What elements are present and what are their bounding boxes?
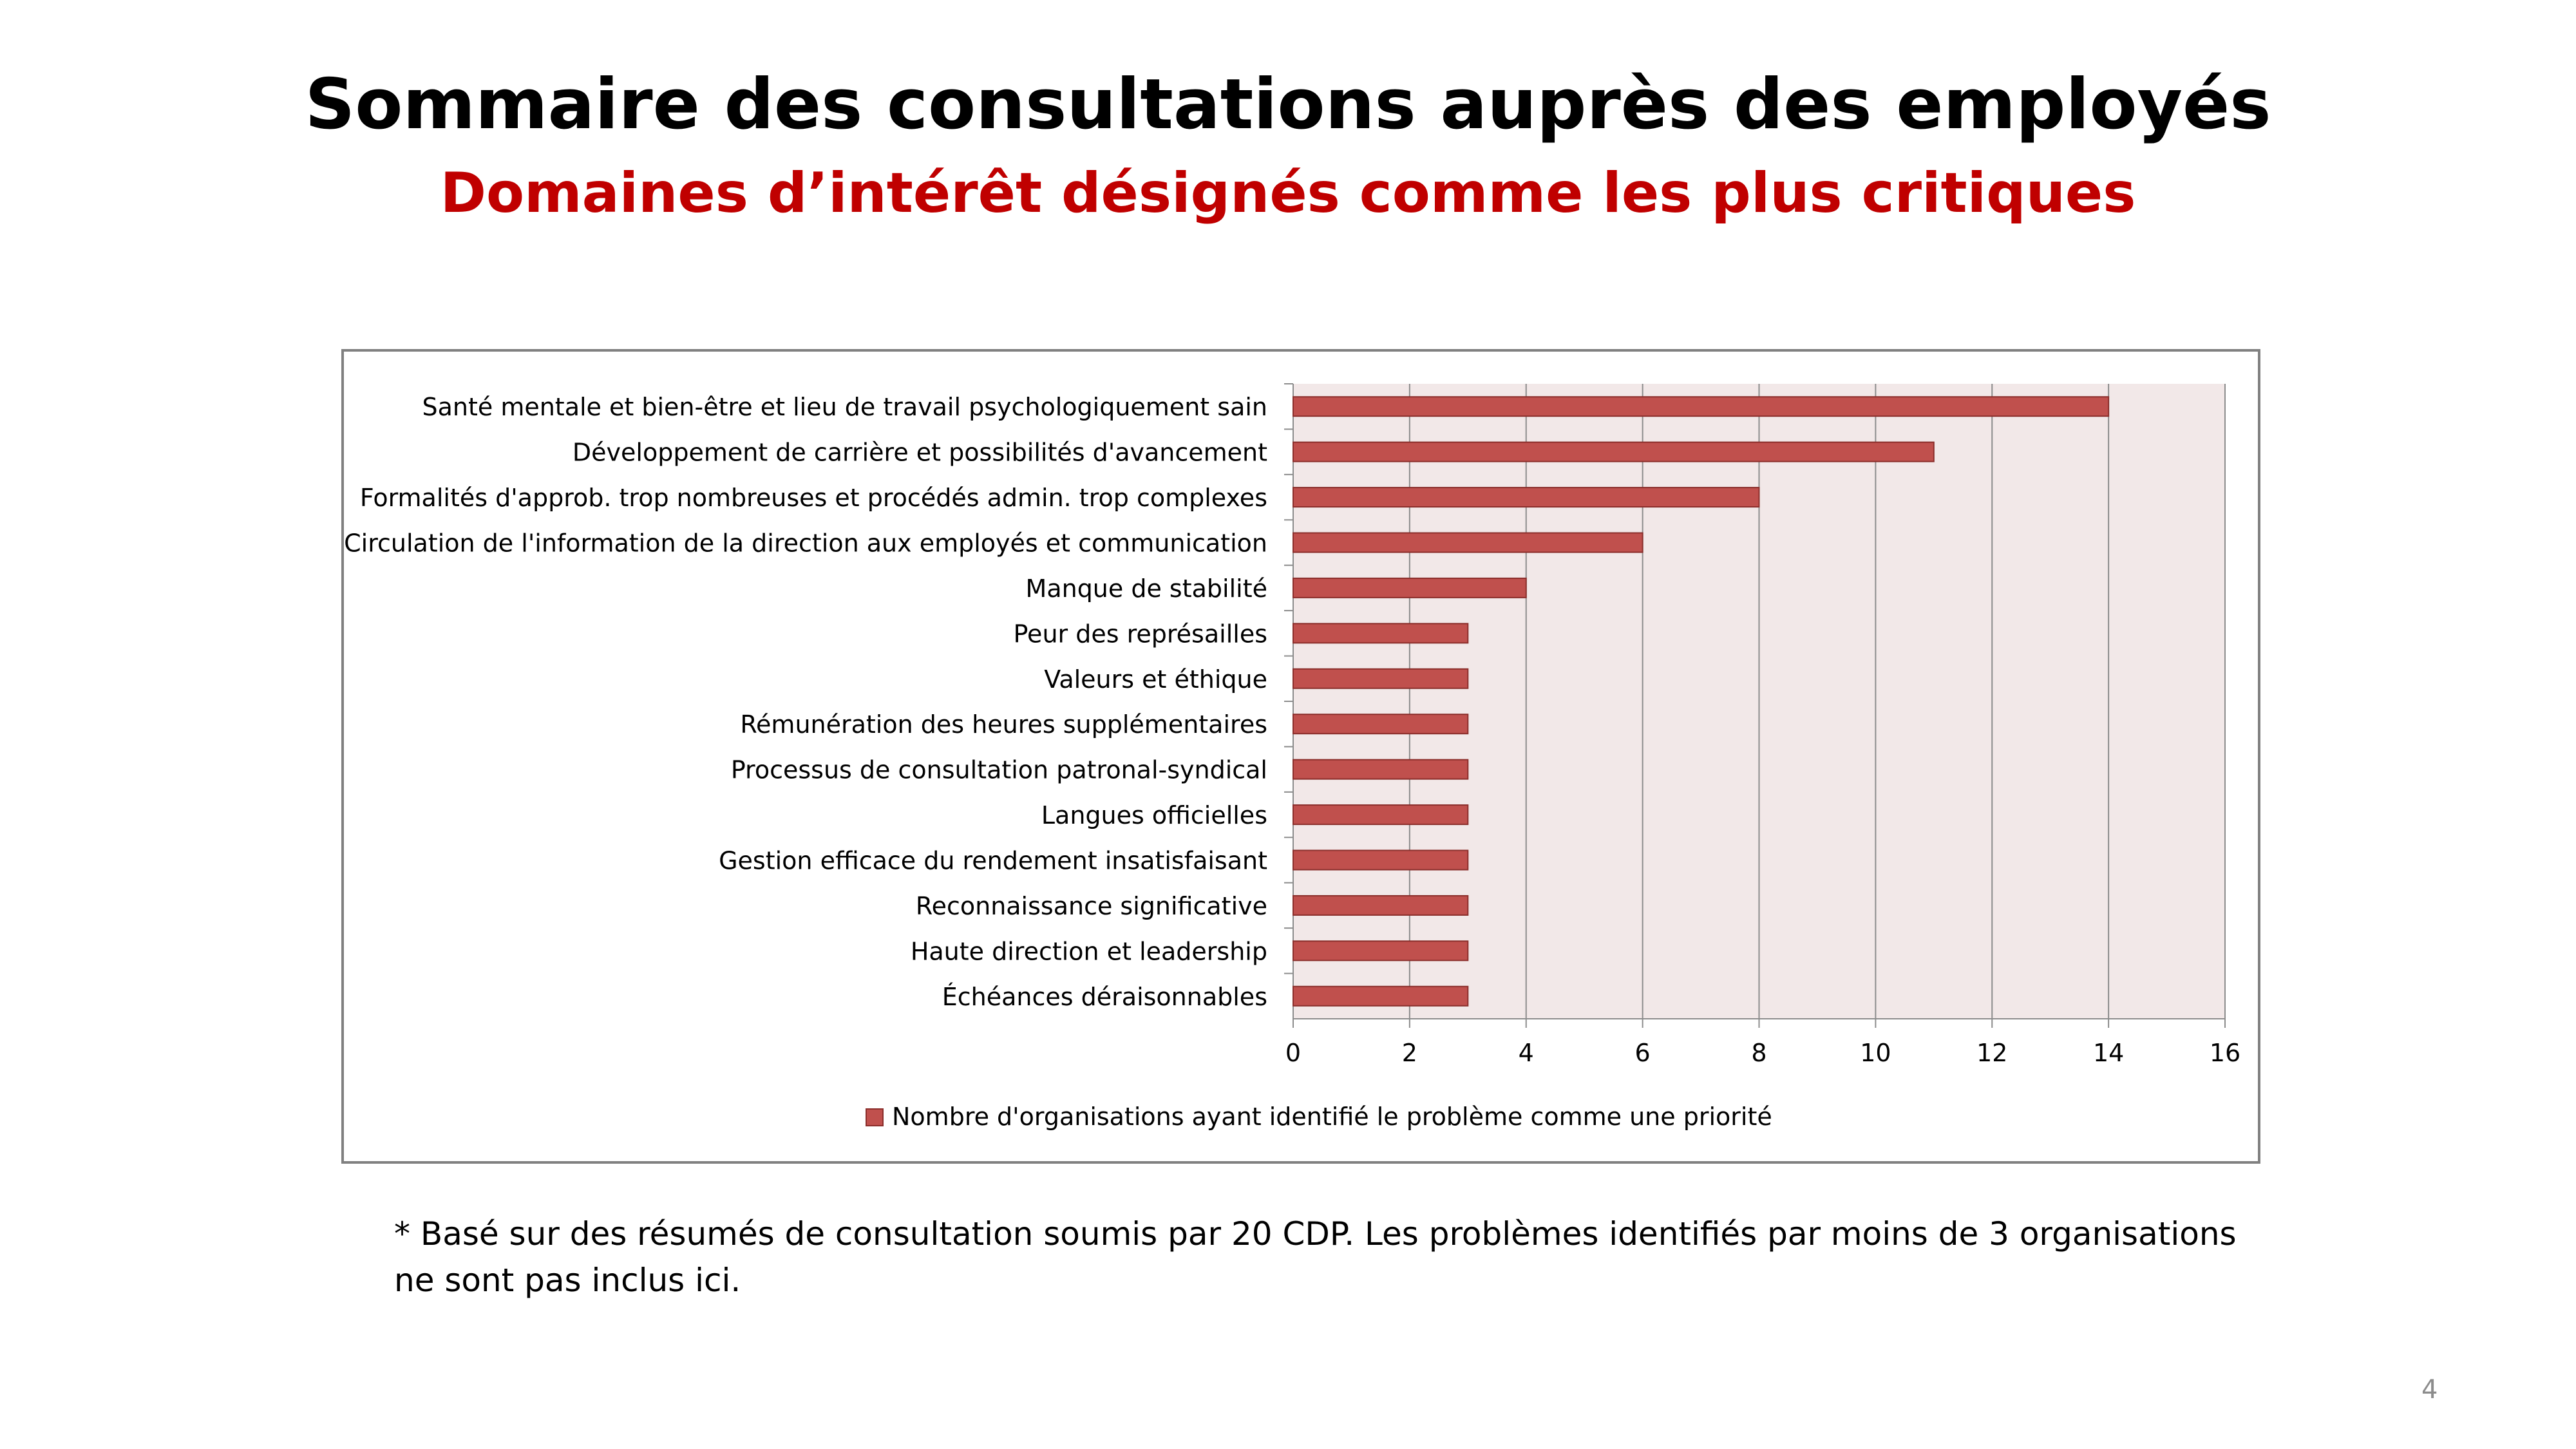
bar xyxy=(1293,668,1469,689)
category-label: Manque de stabilité xyxy=(1026,574,1267,603)
x-tick-label: 4 xyxy=(1519,1039,1534,1067)
category-label: Langues officielles xyxy=(1041,801,1267,829)
category-label: Circulation de l'information de la direc… xyxy=(344,529,1267,558)
bar xyxy=(1293,759,1469,780)
page-number: 4 xyxy=(2421,1375,2438,1405)
x-tick-label: 16 xyxy=(2210,1039,2240,1067)
footnote-line-1: * Basé sur des résumés de consultation s… xyxy=(394,1215,2237,1253)
category-label: Processus de consultation patronal-syndi… xyxy=(731,756,1267,784)
legend-label: Nombre d'organisations ayant identifié l… xyxy=(892,1103,1772,1131)
bar xyxy=(1293,714,1469,735)
x-tick-label: 14 xyxy=(2093,1039,2124,1067)
bar xyxy=(1293,623,1469,644)
bar xyxy=(1293,940,1469,961)
x-tick-label: 8 xyxy=(1751,1039,1766,1067)
legend-swatch xyxy=(866,1108,884,1126)
category-label: Formalités d'approb. trop nombreuses et … xyxy=(360,484,1267,512)
bar xyxy=(1293,895,1469,916)
slide-subtitle: Domaines d’intérêt désignés comme les pl… xyxy=(440,161,2136,225)
x-tick-label: 0 xyxy=(1285,1039,1301,1067)
category-label: Peur des représailles xyxy=(1014,620,1268,648)
footnote: * Basé sur des résumés de consultation s… xyxy=(394,1211,2262,1303)
category-label: Reconnaissance significative xyxy=(916,892,1267,920)
bar xyxy=(1293,849,1469,871)
bar xyxy=(1293,985,1469,1007)
bar xyxy=(1293,532,1643,553)
category-label: Rémunération des heures supplémentaires xyxy=(740,710,1267,739)
x-tick-label: 2 xyxy=(1402,1039,1417,1067)
category-label: Échéances déraisonnables xyxy=(942,983,1267,1011)
category-label: Santé mentale et bien-être et lieu de tr… xyxy=(422,393,1267,421)
category-label: Valeurs et éthique xyxy=(1044,665,1267,694)
bar xyxy=(1293,487,1760,508)
x-tick-label: 12 xyxy=(1976,1039,2007,1067)
bar xyxy=(1293,441,1935,462)
category-label: Développement de carrière et possibilité… xyxy=(573,439,1267,467)
x-tick-label: 6 xyxy=(1635,1039,1651,1067)
category-label: Gestion efficace du rendement insatisfai… xyxy=(719,847,1267,875)
bar xyxy=(1293,396,2110,417)
footnote-line-2: ne sont pas inclus ici. xyxy=(394,1262,741,1299)
category-label: Haute direction et leadership xyxy=(911,937,1267,965)
slide-title: Sommaire des consultations auprès des em… xyxy=(305,64,2271,145)
x-tick-label: 10 xyxy=(1860,1039,1891,1067)
bar xyxy=(1293,804,1469,826)
bar xyxy=(1293,577,1527,598)
